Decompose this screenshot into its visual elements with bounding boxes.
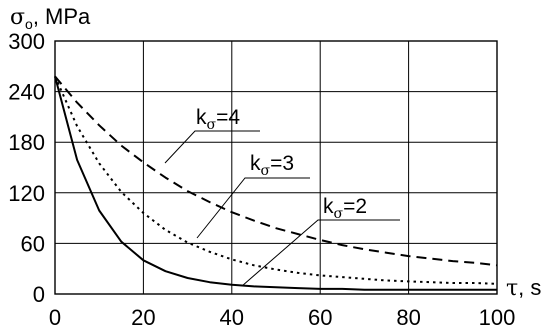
- annotation-prefix: k: [196, 106, 207, 129]
- annotation-subscript: σ: [207, 117, 217, 133]
- x-axis-symbol: τ: [506, 276, 518, 301]
- y-tick-label: 180: [8, 130, 45, 155]
- x-tick-label: 100: [479, 305, 516, 330]
- series-line-dotted: [54, 75, 498, 285]
- x-axis-unit: , s: [518, 275, 541, 300]
- annotation-leader: [241, 219, 400, 287]
- annotation-label: kσ=4: [196, 106, 240, 133]
- tick-labels: 0 20 40 60 80 100 0 60 120 180 240 300: [8, 29, 515, 330]
- x-tick-label: 60: [308, 305, 332, 330]
- annotation-value: =4: [216, 106, 240, 129]
- y-tick-label: 0: [33, 282, 45, 307]
- y-tick-label: 300: [8, 29, 45, 54]
- x-tick-label: 40: [220, 305, 244, 330]
- x-tick-label: 0: [49, 305, 61, 330]
- annotation-prefix: k: [323, 195, 334, 218]
- annotation-leader: [196, 177, 310, 239]
- y-axis-title: σo, MPa: [10, 4, 91, 32]
- x-tick-label: 80: [396, 305, 420, 330]
- y-tick-label: 120: [8, 181, 45, 206]
- x-axis-title: τ, s: [506, 275, 541, 301]
- y-tick-label: 60: [21, 231, 45, 256]
- plot-frame: [54, 40, 498, 295]
- annotation-subscript: σ: [261, 163, 271, 179]
- series-group: [54, 75, 498, 291]
- x-tick-label: 20: [131, 305, 155, 330]
- annotation-value: =3: [270, 152, 294, 175]
- annotation-label: kσ=2: [323, 195, 367, 222]
- annotation-prefix: k: [250, 152, 261, 175]
- series-line-dashed: [54, 75, 498, 267]
- grid: [54, 40, 498, 295]
- y-axis-symbol: σ: [10, 5, 25, 30]
- y-axis-subscript: o: [25, 16, 33, 32]
- y-tick-label: 240: [8, 80, 45, 105]
- annotation-label: kσ=3: [250, 152, 294, 179]
- annotation-subscript: σ: [334, 206, 344, 222]
- annotation-leader: [164, 130, 260, 164]
- annotation-value: =2: [343, 195, 367, 218]
- annotations: kσ=4kσ=3kσ=2: [164, 106, 400, 287]
- series-line-solid: [54, 76, 497, 291]
- y-axis-unit: , MPa: [33, 4, 91, 29]
